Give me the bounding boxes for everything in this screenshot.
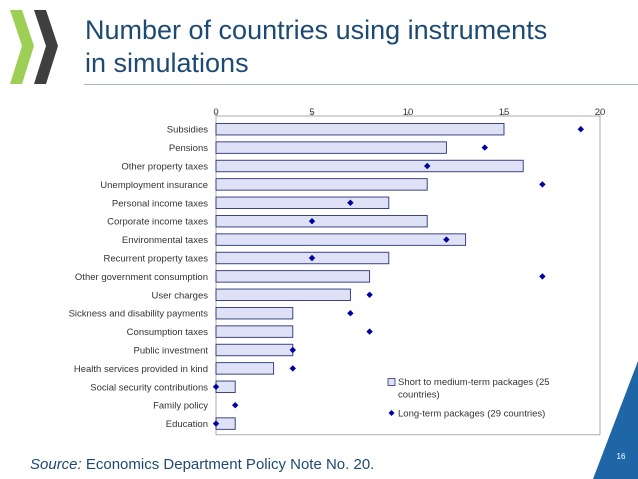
legend-bar-swatch bbox=[387, 378, 396, 386]
source-label: Source: bbox=[30, 456, 82, 473]
x-tick-label: 10 bbox=[403, 107, 414, 118]
source-text: Economics Department Policy Note No. 20. bbox=[81, 456, 375, 473]
category-label: Health services provided in kind bbox=[74, 364, 208, 375]
category-label: Public investment bbox=[134, 346, 209, 357]
bar-chart: 0 5 10 15 20 Subsidies Pensions Other property … bbox=[69, 107, 606, 436]
marker-point bbox=[366, 328, 373, 335]
legend-marker-swatch bbox=[388, 410, 395, 416]
marker-point bbox=[212, 420, 220, 427]
marker-point bbox=[232, 402, 239, 409]
title-line-1: Number of countries using instruments bbox=[85, 15, 548, 45]
marker-point bbox=[212, 383, 220, 390]
category-label: Consumption taxes bbox=[127, 327, 209, 338]
bar bbox=[215, 306, 294, 320]
legend-label: Short to medium-term packages (25 bbox=[398, 377, 550, 388]
logo-dark-chevron bbox=[34, 10, 58, 84]
bar bbox=[215, 251, 390, 265]
category-label: Education bbox=[166, 419, 208, 430]
marker-point bbox=[289, 365, 296, 372]
bar bbox=[215, 362, 275, 375]
x-tick-label: 0 bbox=[213, 107, 218, 118]
category-label: Other government consumption bbox=[75, 272, 208, 283]
category-label: Social security contributions bbox=[90, 382, 208, 393]
marker-point bbox=[539, 273, 546, 280]
marker-point bbox=[308, 218, 316, 225]
x-tick-label: 15 bbox=[499, 107, 510, 118]
category-label: Unemployment insurance bbox=[100, 180, 208, 191]
category-label: Other property taxes bbox=[121, 162, 208, 173]
bar bbox=[215, 288, 351, 302]
bar bbox=[215, 343, 294, 357]
bar bbox=[215, 123, 505, 136]
category-label: Corporate income taxes bbox=[107, 217, 208, 228]
title-divider bbox=[84, 84, 638, 85]
legend-label: countries) bbox=[398, 390, 440, 401]
logo-light-chevron bbox=[10, 10, 34, 84]
category-label: Personal income taxes bbox=[112, 198, 208, 209]
legend-label: Long-term packages (29 countries) bbox=[398, 409, 545, 420]
page-number: 16 bbox=[616, 452, 626, 461]
x-tick-label: 20 bbox=[595, 107, 606, 118]
bar bbox=[215, 159, 524, 173]
category-label: Family policy bbox=[153, 401, 208, 412]
bar bbox=[215, 141, 447, 154]
x-tick-label: 5 bbox=[309, 107, 314, 118]
category-label: Sickness and disability payments bbox=[69, 309, 209, 320]
marker-point bbox=[289, 346, 296, 354]
category-label: User charges bbox=[152, 290, 209, 301]
category-label: Pensions bbox=[169, 143, 208, 154]
category-label: Subsidies bbox=[167, 125, 208, 136]
marker-point bbox=[443, 236, 450, 243]
oecd-logo bbox=[10, 10, 58, 84]
source-note: Source: Economics Department Policy Note… bbox=[30, 456, 374, 473]
marker-point bbox=[347, 310, 354, 317]
corner-triangle bbox=[593, 361, 638, 479]
bar bbox=[215, 233, 467, 246]
page-title: Number of countries using instruments in… bbox=[85, 14, 585, 80]
bar bbox=[215, 270, 371, 283]
marker-point bbox=[481, 144, 488, 151]
marker-point bbox=[366, 291, 373, 298]
title-line-2: in simulations bbox=[85, 48, 249, 78]
bar bbox=[215, 178, 428, 191]
category-label: Recurrent property taxes bbox=[103, 254, 208, 265]
marker-point bbox=[577, 126, 584, 133]
marker-point bbox=[347, 199, 354, 206]
marker-point bbox=[539, 181, 546, 188]
category-label: Environmental taxes bbox=[122, 235, 208, 246]
bar bbox=[215, 214, 428, 228]
bar bbox=[215, 196, 390, 210]
bar bbox=[215, 325, 294, 338]
